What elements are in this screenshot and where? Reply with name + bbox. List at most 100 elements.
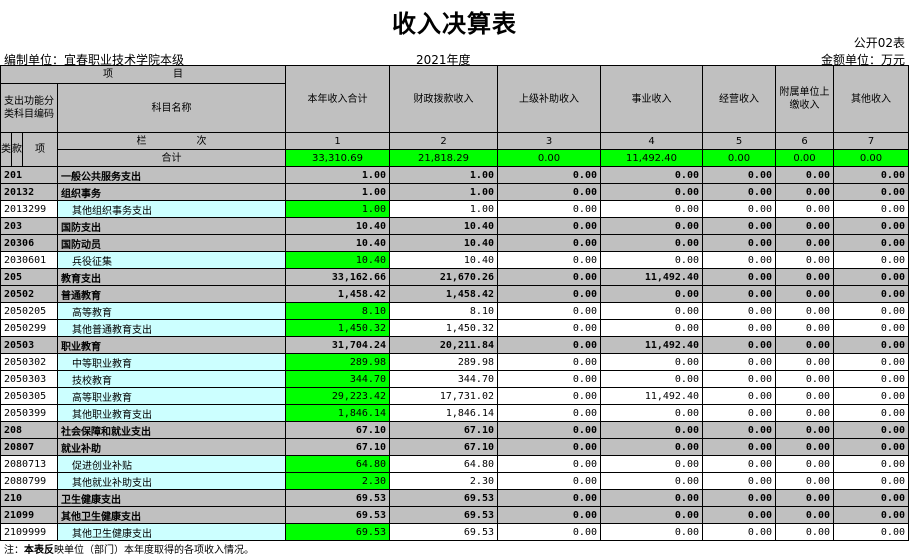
row-code: 20132 [0, 183, 58, 201]
row-col-7: 0.00 [833, 183, 909, 201]
row-col-3: 0.00 [497, 472, 601, 490]
table-row: 2050205 高等教育 8.10 8.10 0.00 0.00 0.00 0.00 0.00 [0, 302, 909, 320]
row-name: 其他就业补助支出 [57, 472, 286, 490]
header-code: 支出功能分类科目编码 [0, 83, 58, 133]
row-col-7: 0.00 [833, 387, 909, 405]
row-name: 其他职业教育支出 [57, 404, 286, 422]
header-col-2: 财政拨款收入 [389, 65, 498, 133]
col-num-6: 6 [775, 132, 834, 150]
row-code: 2080713 [0, 455, 58, 473]
total-col-5: 0.00 [702, 149, 776, 167]
row-name: 中等职业教育 [57, 353, 286, 371]
row-col-3: 0.00 [497, 387, 601, 405]
row-col-6: 0.00 [775, 489, 834, 507]
row-col-5: 0.00 [702, 523, 776, 541]
row-col-5: 0.00 [702, 438, 776, 456]
table-row: 201 一般公共服务支出 1.00 1.00 0.00 0.00 0.00 0.00 0.00 [0, 166, 909, 184]
organization: 编制单位：宜春职业技术学院本级 [4, 53, 185, 67]
row-name: 技校教育 [57, 370, 286, 388]
row-col-7: 0.00 [833, 336, 909, 354]
row-col-7: 0.00 [833, 353, 909, 371]
row-col-5: 0.00 [702, 268, 776, 286]
row-col-2: 67.10 [389, 421, 498, 439]
table-row: 2050302 中等职业教育 289.98 289.98 0.00 0.00 0.00 0.0… [0, 353, 909, 371]
table-row: 2050303 技校教育 344.70 344.70 0.00 0.00 0.00 0.00 0… [0, 370, 909, 388]
row-col-3: 0.00 [497, 200, 601, 218]
row-col-3: 0.00 [497, 421, 601, 439]
row-name: 其他卫生健康支出 [57, 523, 286, 541]
table-row: 2109999 其他卫生健康支出 69.53 69.53 0.00 0.00 0.00 0.0… [0, 523, 909, 541]
row-col-1: 31,704.24 [285, 336, 390, 354]
row-col-3: 0.00 [497, 404, 601, 422]
col-num-2: 2 [389, 132, 498, 150]
row-name: 促进创业补贴 [57, 455, 286, 473]
row-col-5: 0.00 [702, 370, 776, 388]
row-code: 2030601 [0, 251, 58, 269]
header-xiang: 项 [22, 132, 58, 167]
row-col-5: 0.00 [702, 234, 776, 252]
table-row: 2050305 高等职业教育 29,223.42 17,731.02 0.00 11,49… [0, 387, 909, 405]
row-col-2: 344.70 [389, 370, 498, 388]
row-code: 210 [0, 489, 58, 507]
row-col-2: 69.53 [389, 506, 498, 524]
row-col-5: 0.00 [702, 455, 776, 473]
row-code: 2050399 [0, 404, 58, 422]
footnote-prefix: 注： [4, 545, 24, 556]
row-col-1: 1.00 [285, 200, 390, 218]
row-col-3: 0.00 [497, 217, 601, 235]
row-col-6: 0.00 [775, 319, 834, 337]
row-col-4: 0.00 [600, 353, 703, 371]
row-col-6: 0.00 [775, 472, 834, 490]
table-row: 20807 就业补助 67.10 67.10 0.00 0.00 0.00 0.00 0.00 [0, 438, 909, 456]
row-name: 其他卫生健康支出 [57, 506, 286, 524]
row-col-7: 0.00 [833, 319, 909, 337]
total-col-6: 0.00 [775, 149, 834, 167]
row-col-6: 0.00 [775, 506, 834, 524]
page-title: 收入决算表 [392, 10, 517, 38]
row-col-7: 0.00 [833, 268, 909, 286]
header-col-4: 事业收入 [600, 65, 703, 133]
header-col-7: 其他收入 [833, 65, 909, 133]
row-col-5: 0.00 [702, 302, 776, 320]
row-col-6: 0.00 [775, 404, 834, 422]
row-code: 21099 [0, 506, 58, 524]
amount-unit: 金额单位：万元 [820, 53, 905, 67]
row-col-4: 0.00 [600, 166, 703, 184]
row-col-6: 0.00 [775, 251, 834, 269]
row-col-4: 0.00 [600, 302, 703, 320]
row-col-2: 10.40 [389, 251, 498, 269]
row-code: 2050299 [0, 319, 58, 337]
row-code: 2050205 [0, 302, 58, 320]
row-col-6: 0.00 [775, 353, 834, 371]
row-col-5: 0.00 [702, 404, 776, 422]
row-code: 2050302 [0, 353, 58, 371]
row-col-5: 0.00 [702, 200, 776, 218]
row-col-6: 0.00 [775, 268, 834, 286]
row-code: 208 [0, 421, 58, 439]
total-col-4: 11,492.40 [600, 149, 703, 167]
row-col-1: 69.53 [285, 506, 390, 524]
row-col-2: 289.98 [389, 353, 498, 371]
header-col-1: 本年收入合计 [285, 65, 390, 133]
row-col-6: 0.00 [775, 421, 834, 439]
header-lei: 类 [0, 132, 12, 167]
row-col-2: 10.40 [389, 234, 498, 252]
row-col-4: 0.00 [600, 404, 703, 422]
row-name: 兵役征集 [57, 251, 286, 269]
row-col-1: 8.10 [285, 302, 390, 320]
row-col-4: 0.00 [600, 370, 703, 388]
row-col-5: 0.00 [702, 421, 776, 439]
row-col-3: 0.00 [497, 166, 601, 184]
row-col-2: 69.53 [389, 523, 498, 541]
row-col-3: 0.00 [497, 455, 601, 473]
row-col-1: 33,162.66 [285, 268, 390, 286]
total-col-1: 33,310.69 [285, 149, 390, 167]
row-col-7: 0.00 [833, 404, 909, 422]
row-col-2: 67.10 [389, 438, 498, 456]
row-col-1: 10.40 [285, 234, 390, 252]
row-col-6: 0.00 [775, 455, 834, 473]
row-name: 普通教育 [57, 285, 286, 303]
row-col-5: 0.00 [702, 353, 776, 371]
row-col-4: 0.00 [600, 472, 703, 490]
row-col-7: 0.00 [833, 302, 909, 320]
